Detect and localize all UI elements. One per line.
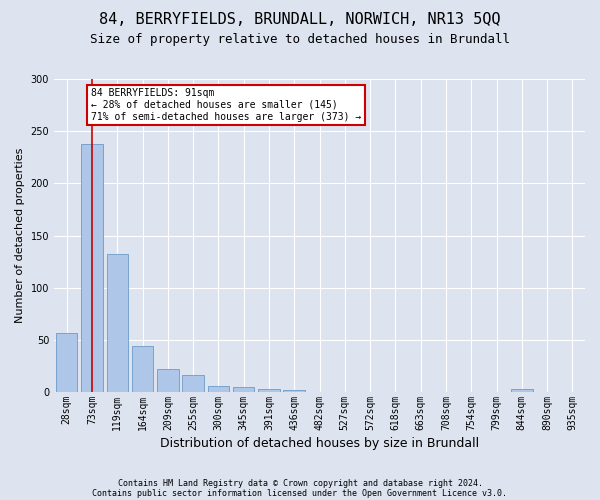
Text: Contains public sector information licensed under the Open Government Licence v3: Contains public sector information licen… [92, 488, 508, 498]
Y-axis label: Number of detached properties: Number of detached properties [15, 148, 25, 323]
Bar [81, 144, 103, 392]
Bar [258, 389, 280, 392]
Text: Contains HM Land Registry data © Crown copyright and database right 2024.: Contains HM Land Registry data © Crown c… [118, 478, 482, 488]
Bar [511, 389, 533, 392]
Text: Size of property relative to detached houses in Brundall: Size of property relative to detached ho… [90, 32, 510, 46]
Bar [157, 369, 179, 392]
Bar [132, 346, 153, 392]
Bar [56, 332, 77, 392]
Bar [107, 254, 128, 392]
Bar [283, 390, 305, 392]
X-axis label: Distribution of detached houses by size in Brundall: Distribution of detached houses by size … [160, 437, 479, 450]
Bar [233, 387, 254, 392]
Text: 84 BERRYFIELDS: 91sqm
← 28% of detached houses are smaller (145)
71% of semi-det: 84 BERRYFIELDS: 91sqm ← 28% of detached … [91, 88, 361, 122]
Text: 84, BERRYFIELDS, BRUNDALL, NORWICH, NR13 5QQ: 84, BERRYFIELDS, BRUNDALL, NORWICH, NR13… [99, 12, 501, 28]
Bar [208, 386, 229, 392]
Bar [182, 376, 204, 392]
